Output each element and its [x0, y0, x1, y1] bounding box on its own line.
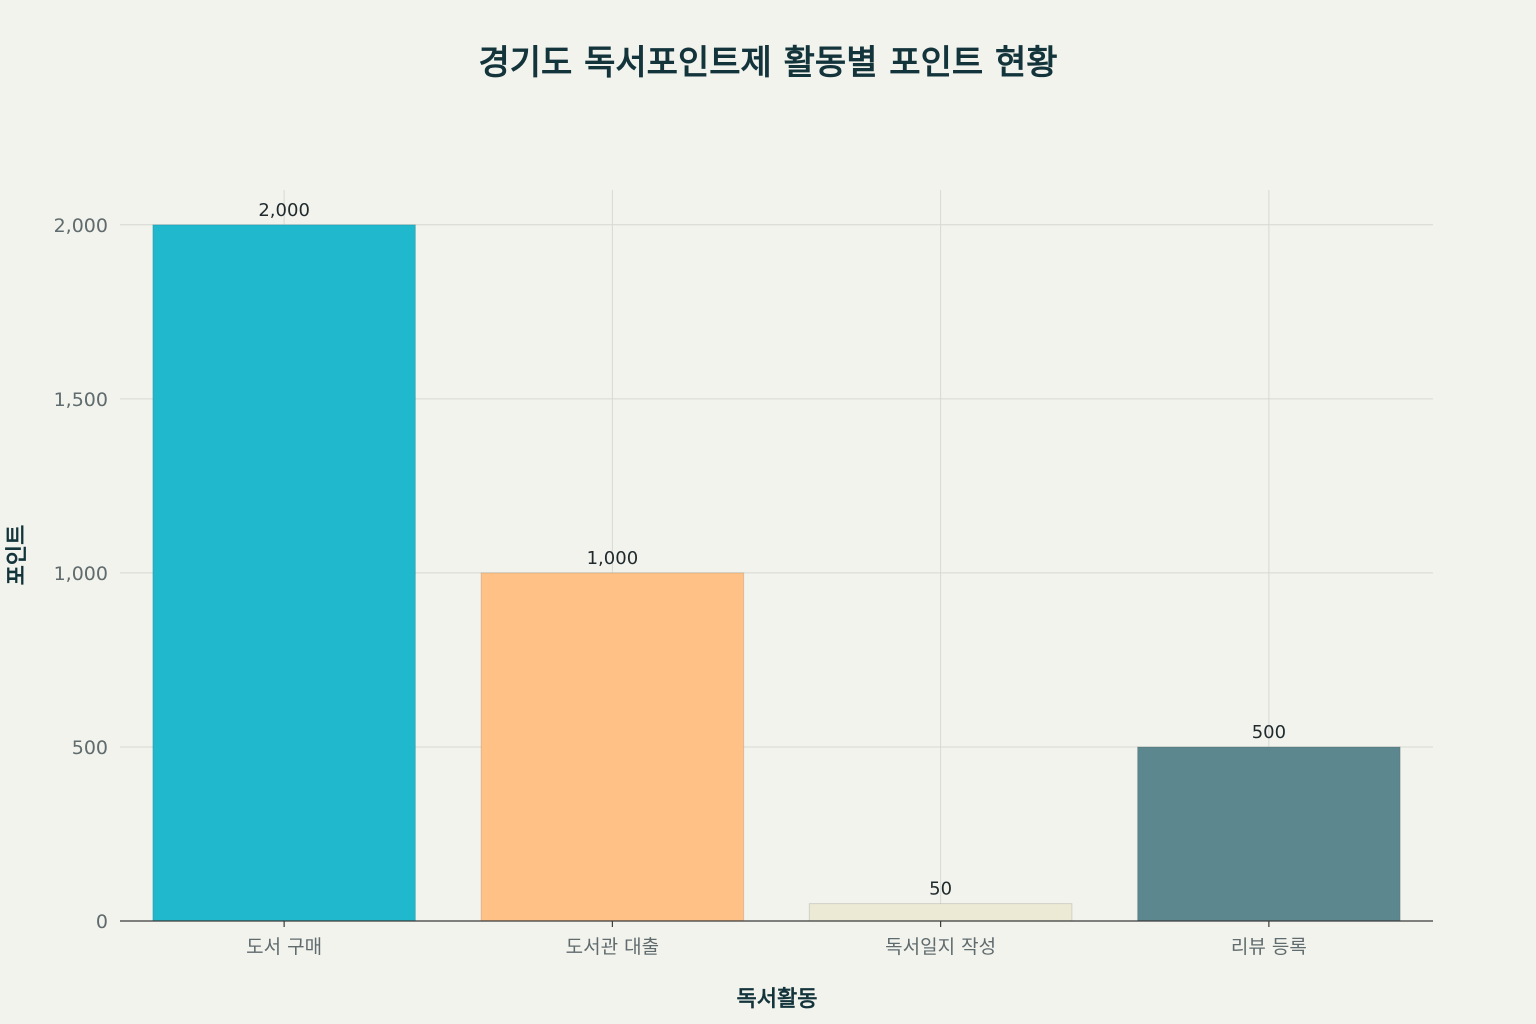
y-axis: 0 500 1,000 1,500 2,000 — [54, 215, 108, 933]
x-axis-title: 독서활동 — [737, 987, 818, 1012]
bar — [152, 224, 416, 922]
y-axis-title: 포인트 — [5, 525, 30, 586]
x-tick-label: 리뷰 등록 — [1231, 936, 1307, 958]
x-tick-label: 독서일지 작성 — [885, 936, 996, 958]
chart-title: 경기도 독서포인트제 활동별 포인트 현황 — [478, 43, 1057, 83]
bar-value-label: 500 — [1252, 722, 1286, 743]
x-tick-label: 도서 구매 — [246, 936, 322, 958]
bar — [480, 572, 745, 922]
y-tick-label: 500 — [72, 737, 108, 759]
data-labels: 2,000 1,000 50 500 — [258, 200, 1286, 900]
x-tick-label: 도서관 대출 — [566, 936, 659, 958]
y-tick-label: 2,000 — [54, 215, 108, 237]
y-tick-label: 0 — [96, 911, 108, 933]
x-axis: 도서 구매 도서관 대출 독서일지 작성 리뷰 등록 — [120, 920, 1433, 958]
y-tick-label: 1,000 — [54, 563, 108, 585]
bar — [808, 903, 1073, 922]
bars — [152, 224, 1401, 922]
bar-value-label: 50 — [929, 879, 952, 900]
bar — [1137, 746, 1401, 922]
bar-value-label: 2,000 — [258, 200, 310, 221]
y-tick-label: 1,500 — [54, 389, 108, 411]
bar-value-label: 1,000 — [587, 548, 639, 569]
